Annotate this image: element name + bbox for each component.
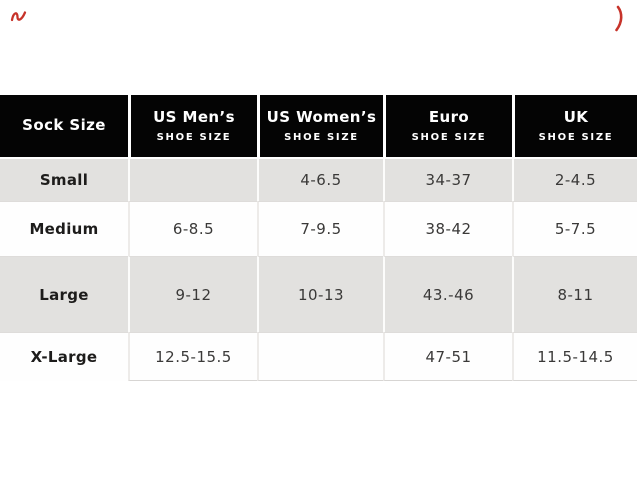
column-header-subtitle: SHOE SIZE (284, 132, 359, 144)
table-row-medium: Medium 6-8.5 7-9.5 38-42 5-7.5 (0, 201, 637, 256)
header-row: Sock Size US Men’s SHOE SIZE US Women’s … (0, 95, 637, 157)
column-header-subtitle: SHOE SIZE (156, 132, 232, 144)
table-cell-small-us-womens: 4-6.5 (257, 157, 383, 201)
table-cell-large-uk: 8-11 (512, 256, 637, 332)
table-cell-large-euro: 43.-46 (383, 256, 512, 332)
red-dash-mark-icon (615, 5, 623, 32)
table-cell-small-us-mens (128, 157, 257, 201)
table-cell-medium-uk: 5-7.5 (512, 201, 637, 256)
column-header-title: US Women’s (266, 107, 377, 126)
table-row-x-large: X-Large 12.5-15.5 47-51 11.5-14.5 (0, 332, 637, 381)
column-header-title: US Men’s (153, 107, 235, 126)
table-cell-x-large-us-mens: 12.5-15.5 (128, 332, 257, 381)
table-cell-medium-euro: 38-42 (383, 201, 512, 256)
row-label-x-large: X-Large (0, 332, 128, 381)
column-header-us-mens: US Men’s SHOE SIZE (128, 95, 257, 157)
table-cell-small-uk: 2-4.5 (512, 157, 637, 201)
row-label-medium: Medium (0, 201, 128, 256)
table-cell-small-euro: 34-37 (383, 157, 512, 201)
column-header-uk: UK SHOE SIZE (512, 95, 637, 157)
table-row-small: Small 4-6.5 34-37 2-4.5 (0, 157, 637, 201)
column-header-title: Euro (428, 107, 470, 126)
row-label-large: Large (0, 256, 128, 332)
table-cell-x-large-euro: 47-51 (383, 332, 512, 381)
table-cell-x-large-us-womens (257, 332, 383, 381)
red-scribble-mark-icon (10, 11, 27, 22)
table-row-large: Large 9-12 10-13 43.-46 8-11 (0, 256, 637, 332)
table-cell-large-us-womens: 10-13 (257, 256, 383, 332)
column-header-subtitle: SHOE SIZE (411, 132, 487, 144)
column-header-title: UK (563, 107, 589, 126)
table-cell-medium-us-womens: 7-9.5 (257, 201, 383, 256)
table-cell-medium-us-mens: 6-8.5 (128, 201, 257, 256)
table-cell-x-large-uk: 11.5-14.5 (512, 332, 637, 381)
table-cell-large-us-mens: 9-12 (128, 256, 257, 332)
row-label-small: Small (0, 157, 128, 201)
column-header-euro: Euro SHOE SIZE (383, 95, 512, 157)
column-header-us-womens: US Women’s SHOE SIZE (257, 95, 383, 157)
column-header-sock-size: Sock Size (0, 95, 128, 157)
column-header-subtitle: SHOE SIZE (538, 132, 614, 144)
sock-size-table: Sock Size US Men’s SHOE SIZE US Women’s … (0, 95, 637, 381)
column-header-title: Sock Size (22, 116, 106, 135)
